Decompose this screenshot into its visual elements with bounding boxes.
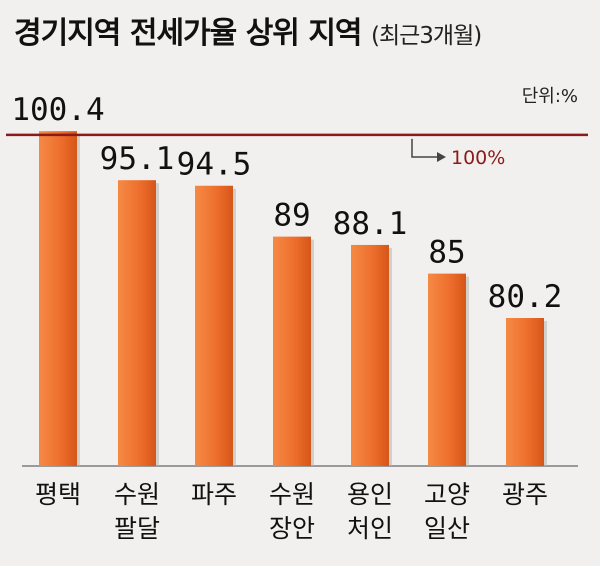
category-label: 용인: [347, 480, 393, 509]
category-label: 수원: [114, 480, 160, 509]
reference-arrow-icon: [437, 152, 446, 162]
category-label: 광주: [502, 480, 548, 509]
category-label: 일산: [424, 514, 470, 543]
bar: [428, 273, 466, 466]
chart-title-text: 경기지역 전세가율 상위 지역: [14, 16, 363, 51]
bar: [273, 236, 311, 466]
bar: [195, 185, 233, 467]
bar: [506, 318, 544, 466]
category-label: 장안: [269, 514, 315, 543]
category-label: 고양: [424, 480, 470, 509]
category-label: 평택: [35, 480, 81, 509]
value-label: 80.2: [488, 279, 563, 315]
reference-label: 100%: [451, 147, 505, 169]
bar: [351, 244, 389, 466]
category-label: 파주: [191, 480, 237, 509]
bar: [39, 131, 77, 466]
category-label: 수원: [269, 480, 315, 509]
value-label: 88.1: [333, 206, 408, 242]
unit-label: 단위:%: [521, 86, 578, 107]
category-label: 처인: [347, 514, 393, 543]
chart-title: 경기지역 전세가율 상위 지역 (최근3개월): [14, 8, 482, 52]
value-label: 95.1: [100, 141, 175, 177]
reference-leader-line: [411, 138, 438, 158]
value-label: 85: [428, 235, 465, 271]
value-label: 94.5: [177, 147, 252, 183]
category-label: 팔달: [114, 514, 160, 543]
value-label: 100.4: [11, 92, 104, 128]
chart-subtitle: (최근3개월): [371, 23, 482, 49]
bar: [118, 180, 156, 466]
value-label: 89: [273, 198, 310, 234]
